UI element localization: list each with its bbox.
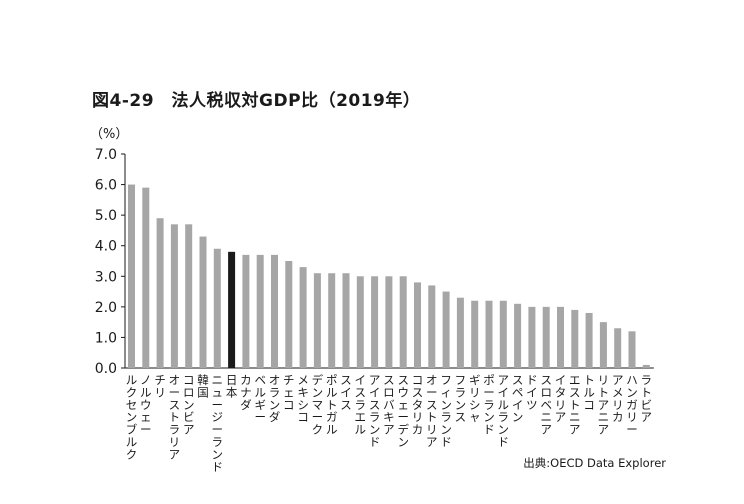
bar-7 <box>213 248 221 368</box>
bar-8 <box>228 251 236 368</box>
category-label: スウェーデン <box>397 373 409 449</box>
category-label: チェコ <box>283 373 295 412</box>
bar-28 <box>514 303 522 368</box>
category-label: ニュージーランド <box>212 373 224 474</box>
y-tick-label: 0.0 <box>95 361 117 377</box>
bar-14 <box>313 273 321 368</box>
bar-30 <box>542 306 550 368</box>
category-label: スペイン <box>512 373 524 424</box>
category-label: 日本 <box>226 373 238 399</box>
category-label: ノルウェー <box>140 373 152 437</box>
bar-6 <box>199 236 207 368</box>
bar-18 <box>371 276 379 368</box>
bar-3 <box>156 218 164 368</box>
bar-19 <box>385 276 393 368</box>
category-label: ポルトガル <box>326 373 338 437</box>
category-labels: ルクセンブルクノルウェーチリオーストラリアコロンビア韓国ニュージーランド日本カナ… <box>126 373 652 474</box>
y-tick-label: 3.0 <box>95 269 117 285</box>
category-label: トルコ <box>583 373 595 412</box>
bar-9 <box>242 254 250 368</box>
bar-1 <box>128 184 135 368</box>
category-label: コロンビア <box>183 373 195 437</box>
category-label: イスラエル <box>355 373 367 437</box>
category-label: デンマーク <box>312 373 324 437</box>
bars <box>128 184 650 368</box>
chart-title: 図4-29 法人税収対GDP比（2019年） <box>92 91 421 111</box>
bar-12 <box>285 261 293 368</box>
bar-31 <box>557 306 564 368</box>
category-label: アイスランド <box>369 373 381 449</box>
category-label: 韓国 <box>197 373 209 399</box>
category-label: オランダ <box>269 373 281 424</box>
bar-5 <box>185 224 193 368</box>
source-note: 出典:OECD Data Explorer <box>523 456 666 470</box>
category-label: スロベニア <box>540 373 552 437</box>
category-label: スロバキア <box>383 373 395 437</box>
bar-29 <box>528 306 536 368</box>
y-axis-unit-label: （%） <box>90 127 128 142</box>
category-label: カナダ <box>240 373 252 412</box>
bar-24 <box>456 297 464 368</box>
bar-23 <box>442 291 450 368</box>
category-label: フィンランド <box>440 373 452 449</box>
category-label: アイルランド <box>498 373 510 449</box>
bar-33 <box>585 312 593 368</box>
category-label: ベルギー <box>254 373 266 424</box>
category-label: コスタリカ <box>412 373 424 437</box>
bar-21 <box>414 282 421 368</box>
y-tick-label: 4.0 <box>95 239 117 255</box>
bar-20 <box>399 276 407 368</box>
bar-2 <box>142 187 150 368</box>
category-label: オーストラリア <box>169 373 181 461</box>
bar-4 <box>170 224 178 368</box>
category-label: ルクセンブルク <box>126 373 138 461</box>
category-label: エストニア <box>569 373 581 437</box>
bar-11 <box>271 254 278 368</box>
category-label: ドイツ <box>526 373 538 412</box>
category-label: チリ <box>154 373 166 399</box>
y-tick-label: 6.0 <box>95 178 117 194</box>
category-label: ポーランド <box>483 373 495 437</box>
category-label: ラトビア <box>641 373 653 424</box>
y-tick-label: 2.0 <box>95 300 117 316</box>
bar-37 <box>642 364 650 368</box>
category-label: フランス <box>455 373 467 424</box>
bar-10 <box>256 254 264 368</box>
category-label: アメリカ <box>612 373 624 424</box>
category-label: スイス <box>340 373 352 412</box>
bar-26 <box>485 300 493 368</box>
y-tick-label: 5.0 <box>95 208 117 224</box>
bar-17 <box>356 276 364 368</box>
bar-32 <box>571 309 579 368</box>
bar-13 <box>299 267 307 368</box>
bar-35 <box>614 328 622 368</box>
category-label: ハンガリー <box>626 373 638 437</box>
bar-27 <box>499 300 507 368</box>
category-label: リトアニア <box>598 373 610 437</box>
bar-22 <box>428 285 436 368</box>
bar-34 <box>599 322 607 368</box>
bar-16 <box>342 273 350 368</box>
bar-15 <box>328 273 336 368</box>
bar-36 <box>628 331 636 368</box>
y-tick-label: 7.0 <box>95 147 117 163</box>
y-tick-label: 1.0 <box>95 330 117 346</box>
category-label: ギリシャ <box>469 373 481 424</box>
category-label: イタリア <box>555 373 567 424</box>
category-label: メキシコ <box>297 373 309 424</box>
category-label: オーストリア <box>426 373 438 449</box>
bar-25 <box>471 300 479 368</box>
